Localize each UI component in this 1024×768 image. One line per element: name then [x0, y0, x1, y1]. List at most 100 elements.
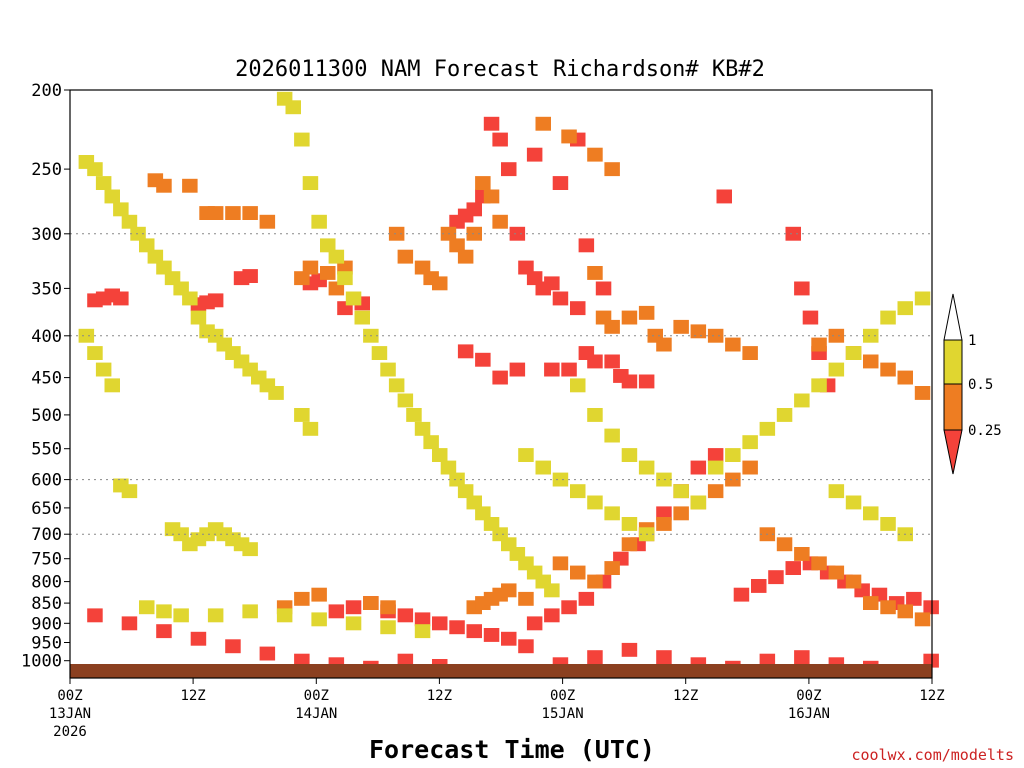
ri-cell-2-101: [552, 472, 569, 487]
ri-cell-2-87: [121, 484, 138, 499]
ri-cell-0-79: [414, 612, 431, 627]
ri-cell-0-88: [156, 624, 172, 639]
ri-cell-2-93: [845, 495, 862, 510]
ri-cell-0-20: [509, 226, 526, 241]
ri-cell-2-29: [328, 249, 345, 264]
colorbar-yellow: [943, 339, 963, 385]
ri-cell-1-59: [552, 556, 569, 571]
ri-cell-0-3: [113, 291, 129, 306]
ri-cell-1-65: [656, 517, 672, 531]
ri-cell-0-29: [492, 370, 508, 385]
ri-cell-2-90: [95, 362, 112, 377]
ri-cell-2-46: [475, 506, 491, 521]
ri-cell-2-12: [182, 291, 198, 306]
ri-cell-0-73: [923, 600, 939, 615]
ri-cell-1-32: [673, 319, 689, 334]
ri-cell-0-58: [578, 591, 595, 606]
ri-cell-2-54: [544, 583, 560, 598]
ri-cell-0-80: [432, 616, 448, 631]
ri-cell-1-38: [828, 328, 845, 343]
ri-cell-0-35: [604, 354, 620, 369]
ri-cell-1-35: [725, 337, 741, 352]
ri-cell-2-89: [87, 346, 103, 360]
ri-cell-0-90: [225, 639, 241, 654]
ri-cell-0-6: [207, 293, 224, 308]
ri-cell-2-97: [294, 408, 310, 422]
ri-cell-1-63: [621, 537, 638, 552]
ri-cell-2-42: [440, 460, 457, 475]
ri-cell-1-13: [388, 226, 405, 241]
y-tick-label-600: 600: [31, 471, 62, 491]
ri-cell-2-105: [621, 517, 638, 531]
ri-cell-2-64: [242, 542, 258, 557]
ri-cell-0-30: [509, 362, 526, 377]
ri-cell-0-28: [475, 352, 491, 367]
ri-cell-2-8: [147, 249, 164, 264]
ri-cell-0-72: [906, 591, 922, 606]
y-tick-label-450: 450: [31, 369, 62, 389]
ri-cell-2-44: [457, 484, 474, 499]
y-tick-label-200: 200: [31, 81, 62, 101]
ri-cell-1-66: [673, 506, 689, 521]
ri-cell-2-25: [294, 132, 310, 147]
ri-cell-2-9: [156, 260, 172, 275]
ri-cell-2-40: [423, 435, 439, 450]
ri-cell-1-77: [863, 596, 879, 610]
ri-cell-1-69: [725, 472, 741, 487]
ri-cell-0-34: [587, 354, 603, 369]
ri-cell-0-64: [768, 570, 784, 585]
ri-cell-1-37: [811, 337, 827, 352]
colorbar-orange: [943, 383, 963, 431]
ground-band: [70, 664, 932, 678]
ri-cell-0-53: [656, 506, 672, 521]
colorbar-top-arrow: [943, 293, 963, 341]
ri-cell-2-79: [811, 378, 827, 393]
ri-cell-1-76: [845, 574, 862, 589]
x-tick-label-5: 12Z: [673, 688, 698, 704]
ri-cell-0-63: [751, 579, 767, 593]
ri-cell-2-71: [673, 484, 689, 499]
ri-cell-2-22: [268, 386, 284, 400]
x-axis-label: Forecast Time (UTC): [369, 735, 655, 764]
y-tick-label-650: 650: [31, 499, 62, 519]
ri-cell-0-78: [397, 608, 414, 623]
x-tick-label-4: 00Z: [550, 688, 575, 704]
y-tick-label-550: 550: [31, 440, 62, 460]
ri-cell-2-68: [621, 448, 638, 462]
ri-cell-2-83: [880, 310, 896, 325]
ri-cell-0-37: [621, 374, 638, 389]
colorbar-label-1: 1: [968, 333, 976, 349]
ri-cell-2-94: [863, 506, 879, 521]
ri-cell-2-80: [828, 362, 845, 377]
ri-cell-0-75: [345, 600, 362, 615]
ri-cell-0-42: [578, 238, 595, 253]
ri-cell-1-6: [242, 206, 258, 220]
ri-cell-0-38: [638, 374, 655, 389]
ri-cell-1-72: [776, 537, 793, 552]
ri-cell-2-109: [173, 608, 189, 623]
ri-cell-0-17: [483, 116, 500, 131]
ri-cell-2-66: [587, 408, 603, 422]
ri-cell-0-18: [492, 132, 508, 147]
ri-cell-0-31: [544, 362, 560, 377]
ri-cell-0-61: [526, 616, 543, 631]
ri-cell-2-85: [914, 291, 931, 306]
ri-cell-1-47: [604, 162, 620, 177]
x-tick-label-7: 12Z: [919, 688, 944, 704]
ri-cell-0-24: [544, 276, 560, 291]
ri-cell-2-95: [880, 517, 896, 531]
colorbar-bottom-arrow: [943, 429, 963, 475]
ri-cell-0-84: [501, 631, 517, 646]
ri-cell-2-77: [776, 408, 793, 422]
ri-cell-2-115: [380, 620, 396, 635]
ri-cell-0-91: [259, 646, 276, 661]
x-tick-label-0: 00Z: [57, 688, 82, 704]
ri-cell-1-10: [320, 266, 336, 280]
ri-cell-0-32: [561, 362, 577, 377]
ri-cell-0-87: [121, 616, 138, 631]
ri-cell-1-58: [518, 591, 534, 606]
ri-cell-2-35: [380, 362, 396, 377]
ri-cell-2-6: [130, 226, 146, 241]
ri-cell-1-46: [587, 147, 603, 162]
ri-cell-2-103: [587, 495, 603, 510]
